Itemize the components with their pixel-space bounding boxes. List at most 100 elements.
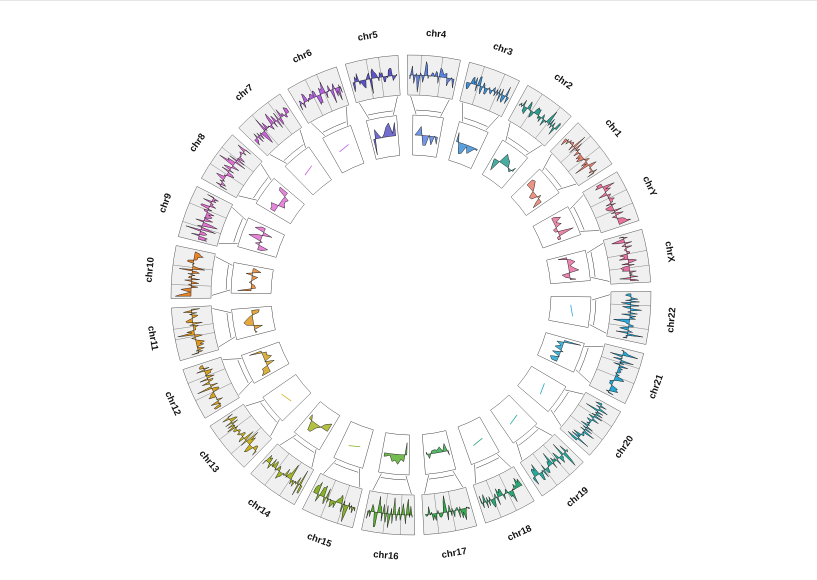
connector-line xyxy=(440,99,450,117)
chromosome-label-chr5: chr5 xyxy=(357,29,379,43)
connector-line xyxy=(589,324,607,334)
connector-line xyxy=(485,116,499,131)
inner-signal-chr3 xyxy=(456,132,478,154)
connector-arc xyxy=(518,429,539,446)
connector-arc xyxy=(260,402,277,423)
chromosome-label-chr11: chr11 xyxy=(145,325,160,352)
sector-chr15: chr15 xyxy=(302,421,374,550)
connector-line xyxy=(260,164,272,181)
inner-signal-chr5 xyxy=(373,122,396,156)
chromosome-label-chr1: chr1 xyxy=(602,117,624,140)
connector-line xyxy=(461,102,463,122)
connector-line xyxy=(238,195,257,201)
outer-signal-chr14 xyxy=(262,455,309,496)
outer-signal-chr19 xyxy=(531,444,576,485)
connector-arc xyxy=(579,347,589,372)
inner-signal-chr9 xyxy=(248,226,273,251)
inner-signal-chr19 xyxy=(509,414,518,425)
connector-line xyxy=(218,336,236,348)
outer-signal-chr3 xyxy=(465,76,511,104)
connector-line xyxy=(591,294,611,301)
inner-signal-chr11 xyxy=(243,309,263,333)
inner-signal-chr10 xyxy=(237,268,262,292)
connector-line xyxy=(280,434,297,446)
connector-line xyxy=(245,400,264,407)
chromosome-label-chr10: chr10 xyxy=(144,257,157,283)
connector-line xyxy=(565,389,584,395)
sector-chr6: chr6 xyxy=(287,47,365,174)
outer-signal-chr11 xyxy=(177,308,206,356)
connector-line xyxy=(535,426,553,436)
inner-signal-chr2 xyxy=(490,153,516,173)
outer-signal-chr18 xyxy=(478,477,523,509)
connector-line xyxy=(558,183,577,190)
outer-signal-chr4 xyxy=(409,61,455,93)
connector-line xyxy=(452,470,464,488)
outer-track-chr6 xyxy=(287,66,350,124)
outer-signal-chr17 xyxy=(424,495,470,521)
connector-line xyxy=(570,195,584,210)
connector-line xyxy=(222,358,242,360)
chromosome-label-chr2: chr2 xyxy=(552,71,575,92)
outer-track-chr2 xyxy=(507,84,572,147)
connector-line xyxy=(270,419,280,437)
outer-signal-chr1 xyxy=(561,136,598,178)
outer-signal-chr22 xyxy=(613,293,643,339)
chromosome-label-chr19: chr19 xyxy=(564,485,591,510)
chromosome-label-chr13: chr13 xyxy=(197,448,222,475)
inner-signal-chr15 xyxy=(348,445,361,448)
chromosome-label-chr7: chr7 xyxy=(233,82,255,103)
inner-signal-chr8 xyxy=(270,186,289,212)
connector-arc xyxy=(429,474,454,480)
outer-signal-chr6 xyxy=(298,81,343,111)
inner-signal-chr18 xyxy=(473,437,483,446)
connector-arc xyxy=(334,463,359,473)
connector-line xyxy=(405,475,412,495)
chromosome-label-chrX: chrX xyxy=(662,240,676,263)
chromosome-label-chr20: chr20 xyxy=(613,434,637,461)
inner-signal-chr7 xyxy=(304,165,313,176)
connector-arc xyxy=(553,391,569,413)
inner-signal-chr4 xyxy=(414,125,438,146)
outer-signal-chrY xyxy=(595,182,631,225)
connector-line xyxy=(410,95,417,115)
connector-line xyxy=(505,122,511,141)
connector-line xyxy=(591,277,610,282)
connector-arc xyxy=(545,167,562,188)
connector-arc xyxy=(416,109,442,113)
sector-chr17: chr17 xyxy=(421,430,478,561)
inner-track-chr3 xyxy=(448,121,489,169)
connector-line xyxy=(299,129,306,148)
outer-signal-chr7 xyxy=(253,107,290,146)
connector-line xyxy=(424,475,429,494)
connector-line xyxy=(215,256,233,266)
outer-signal-chr8 xyxy=(216,144,251,191)
outer-track-chr4 xyxy=(406,54,461,100)
connector-arc xyxy=(380,477,406,481)
sector-chr1: chr1 xyxy=(510,117,624,216)
inner-signal-chrX xyxy=(558,257,580,280)
inner-signal-chr6 xyxy=(339,144,349,153)
inner-track-chr20 xyxy=(517,365,567,413)
chromosome-label-chr15: chr15 xyxy=(305,531,333,550)
inner-signal-chr12 xyxy=(249,350,275,377)
chromosome-label-chr22: chr22 xyxy=(665,307,678,333)
sector-chr3: chr3 xyxy=(448,41,520,169)
outer-track-chr8 xyxy=(200,134,263,199)
inner-track-chr21 xyxy=(537,332,585,373)
outer-signal-chr10 xyxy=(175,251,205,297)
outer-track-chr20 xyxy=(559,391,622,456)
connector-arc xyxy=(237,360,249,384)
sector-chr22: chr22 xyxy=(548,290,679,345)
connector-line xyxy=(238,380,252,395)
outer-track-chr11 xyxy=(171,305,219,362)
outer-signal-chrX xyxy=(611,236,639,282)
outer-signal-chr16 xyxy=(366,496,413,528)
connector-line xyxy=(311,449,317,468)
inner-track-chr15 xyxy=(333,421,374,469)
outer-signal-chr5 xyxy=(352,68,398,94)
outer-signal-chr15 xyxy=(313,482,356,522)
inner-signal-chr17 xyxy=(425,442,450,460)
sector-chr11: chr11 xyxy=(145,305,276,362)
